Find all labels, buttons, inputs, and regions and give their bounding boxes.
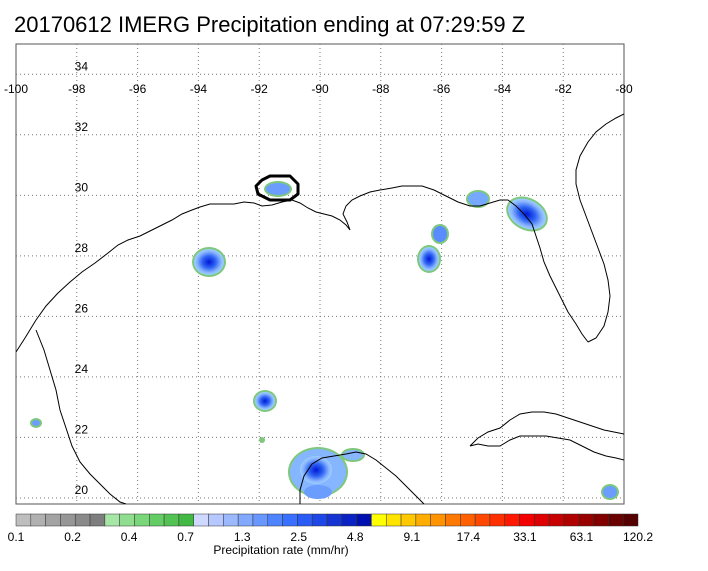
longitude-tick-labels: -100 -98 -96 -94 -92 -90 -88 -86 -84 -82 -80 <box>4 82 633 96</box>
colorbar-tick-label: 0.2 <box>64 530 81 544</box>
colorbar-tick-label: 63.1 <box>570 530 594 544</box>
latitude-tick-label: 30 <box>75 180 89 194</box>
colorbar-swatch <box>119 513 135 527</box>
colorbar-swatch <box>622 513 639 527</box>
longitude-tick-label: -96 <box>129 82 147 96</box>
colorbar-tick-label: 4.8 <box>347 530 364 544</box>
longitude-tick-label: -94 <box>190 82 208 96</box>
colorbar-swatch <box>504 513 520 527</box>
latitude-tick-label: 20 <box>75 483 89 497</box>
colorbar-swatch <box>297 513 313 527</box>
cuba-coastline <box>469 411 624 461</box>
longitude-tick-label: -98 <box>68 82 86 96</box>
coastlines <box>16 113 624 504</box>
colorbar-swatch <box>30 513 46 527</box>
colorbar-labels: 0.1 0.2 0.4 0.7 1.3 2.5 4.8 9.1 17.4 33.1 63.1 120.… <box>8 530 654 544</box>
colorbar-swatch <box>445 513 461 527</box>
colorbar-title: Precipitation rate (mm/hr) <box>213 543 348 557</box>
colorbar-swatch <box>385 513 402 527</box>
colorbar-tick-label: 2.5 <box>290 530 307 544</box>
precip-cell-west-gulf <box>192 247 226 277</box>
colorbar-swatch <box>149 513 165 527</box>
colorbar-tick-label: 1.3 <box>234 530 251 544</box>
florida-east-coastline <box>575 113 624 343</box>
colorbar-swatch <box>104 513 120 527</box>
colorbar-swatch <box>430 513 446 527</box>
colorbar-swatch <box>356 513 372 527</box>
colorbar-swatch <box>460 513 476 527</box>
latitude-tick-label: 28 <box>75 241 89 255</box>
precip-cell-yucatan-channel <box>253 390 277 443</box>
colorbar-swatch <box>15 513 32 527</box>
precip-cell-central-north <box>417 224 449 273</box>
colorbar-swatch <box>534 513 550 527</box>
colorbar-swatch <box>193 513 209 527</box>
colorbar-tick-label: 0.4 <box>121 530 138 544</box>
colorbar-swatch <box>489 513 505 527</box>
map-title: 20170612 IMERG Precipitation ending at 0… <box>14 12 526 37</box>
colorbar-tick-label: 0.7 <box>177 530 194 544</box>
latitude-tick-label: 32 <box>75 120 89 134</box>
longitude-tick-label: -80 <box>615 82 633 96</box>
precip-cell-far-west <box>30 418 42 428</box>
colorbar-swatch <box>163 513 180 527</box>
precip-cell-tampa <box>506 196 548 232</box>
precip-cell-southeast <box>601 484 619 500</box>
colorbar-swatch <box>548 513 565 527</box>
florida-west-coastline <box>507 199 589 343</box>
longitude-tick-label: -86 <box>433 82 451 96</box>
colorbar-swatch <box>89 513 106 527</box>
colorbar-swatch <box>400 513 417 527</box>
latitude-tick-label: 22 <box>75 422 89 436</box>
colorbar-swatch <box>134 513 150 527</box>
colorbar-swatch <box>223 513 239 527</box>
precip-cell-louisiana <box>264 181 292 197</box>
colorbar-swatch <box>267 513 283 527</box>
longitude-tick-label: -92 <box>251 82 269 96</box>
colorbar-swatch <box>311 513 328 527</box>
colorbar-swatch <box>593 513 609 527</box>
longitude-tick-label: -100 <box>4 82 28 96</box>
colorbar-swatch <box>45 513 61 527</box>
latitude-tick-label: 34 <box>75 59 89 73</box>
colorbar-tick-label: 33.1 <box>513 530 537 544</box>
colorbar-swatch <box>519 513 535 527</box>
longitude-tick-label: -88 <box>372 82 390 96</box>
longitude-tick-label: -82 <box>555 82 573 96</box>
colorbar-swatch <box>563 513 580 527</box>
colorbar-swatch <box>74 513 91 527</box>
colorbar-swatch <box>341 513 357 527</box>
colorbar-tick-label: 120.2 <box>623 530 653 544</box>
colorbar-tick-label: 0.1 <box>8 530 25 544</box>
us-gulf-coastline <box>16 185 508 353</box>
latitude-tick-label: 24 <box>75 362 89 376</box>
colorbar-swatch <box>415 513 431 527</box>
colorbar-swatch <box>578 513 594 527</box>
longitude-tick-label: -90 <box>311 82 329 96</box>
colorbar-tick-label: 17.4 <box>457 530 481 544</box>
map-frame <box>15 43 625 505</box>
colorbar-swatch <box>326 513 343 527</box>
colorbar-swatch <box>178 513 194 527</box>
latitude-tick-labels: 34 32 30 28 26 24 22 20 <box>75 59 89 497</box>
colorbar-swatch <box>252 513 269 527</box>
colorbar <box>15 513 639 527</box>
colorbar-swatch <box>608 513 624 527</box>
colorbar-swatch <box>60 513 76 527</box>
colorbar-swatch <box>282 513 298 527</box>
precip-cell-panhandle <box>466 190 490 208</box>
colorbar-swatch <box>208 513 224 527</box>
colorbar-swatch <box>474 513 491 527</box>
mexico-coastline <box>35 329 127 504</box>
yucatan-coastline <box>299 451 425 504</box>
colorbar-swatch <box>237 513 254 527</box>
highlight-oval <box>254 174 300 202</box>
colorbar-tick-label: 9.1 <box>403 530 420 544</box>
longitude-tick-label: -84 <box>494 82 512 96</box>
colorbar-swatch <box>371 513 387 527</box>
latitude-tick-label: 26 <box>75 301 89 315</box>
